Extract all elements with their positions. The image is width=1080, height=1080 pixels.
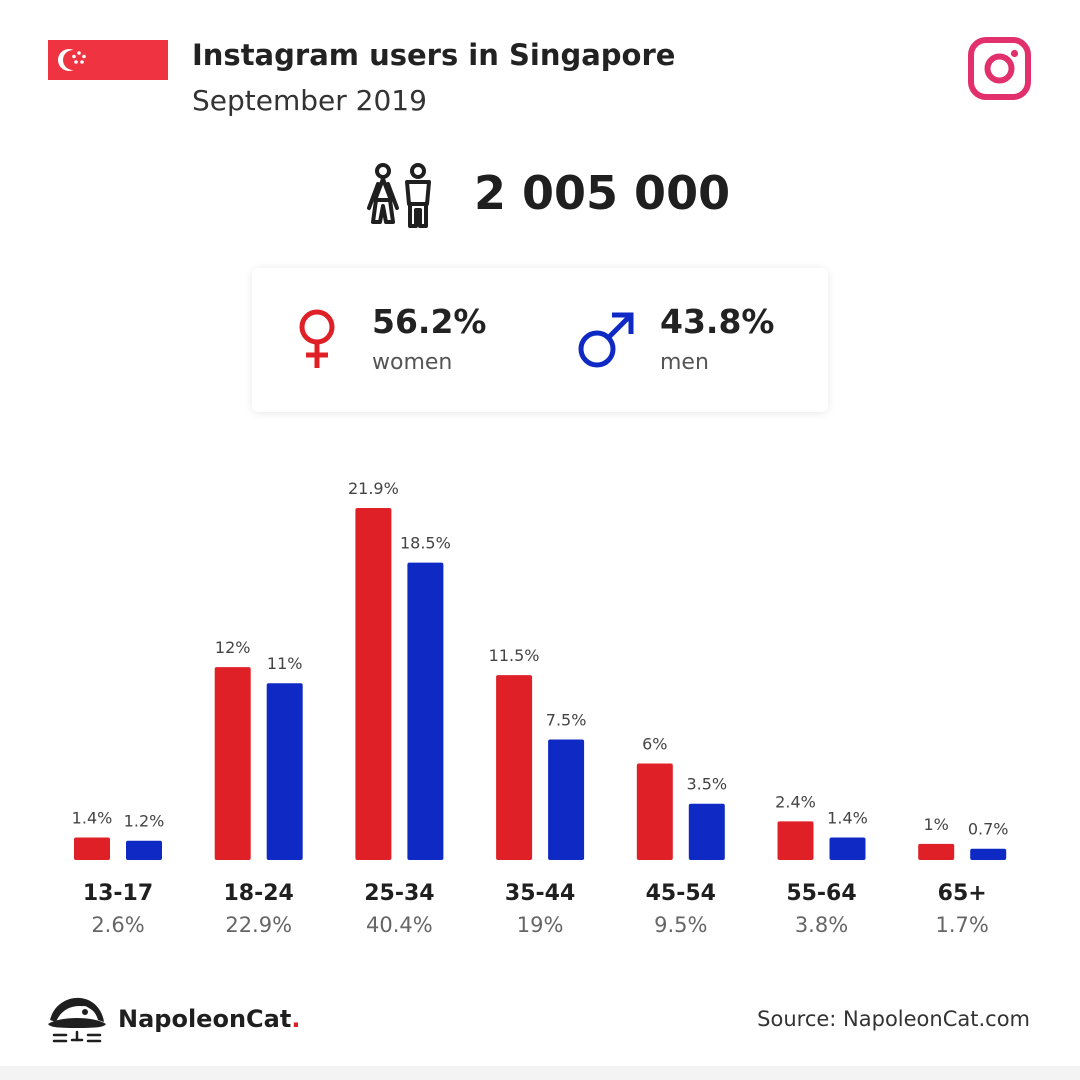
men-percent: 43.8% xyxy=(660,302,775,341)
tick-label-13-17: 13-17 xyxy=(83,881,153,906)
bar-women-55-64 xyxy=(777,821,814,860)
gender-card: 56.2% women 43.8% men xyxy=(252,268,828,412)
data-label-women-18-24: 12% xyxy=(215,638,251,657)
napoleoncat-logo-icon xyxy=(48,997,106,1043)
total-label-18-24: 22.9% xyxy=(225,913,292,937)
page-subtitle: September 2019 xyxy=(192,84,427,117)
tick-label-55-64: 55-64 xyxy=(786,881,856,906)
data-label-women-55-64: 2.4% xyxy=(775,792,816,811)
total-label-35-44: 19% xyxy=(517,913,564,937)
women-label: women xyxy=(372,350,453,375)
bottom-strip xyxy=(0,1066,1080,1080)
data-label-men-18-24: 11% xyxy=(267,654,303,673)
data-label-men-35-44: 7.5% xyxy=(546,710,587,729)
tick-label-45-54: 45-54 xyxy=(646,881,716,906)
singapore-flag-icon xyxy=(48,40,168,80)
data-label-women-25-34: 21.9% xyxy=(348,479,399,498)
female-symbol-icon xyxy=(299,309,335,368)
tick-label-35-44: 35-44 xyxy=(505,881,575,906)
bar-men-65+ xyxy=(970,848,1007,860)
brand-name-text: NapoleonCat xyxy=(118,1005,292,1033)
data-label-men-65+: 0.7% xyxy=(968,820,1009,839)
male-symbol-icon xyxy=(578,312,634,368)
page-title: Instagram users in Singapore xyxy=(192,38,676,72)
tick-label-65+: 65+ xyxy=(938,881,987,906)
total-label-45-54: 9.5% xyxy=(654,913,707,937)
data-label-women-45-54: 6% xyxy=(642,735,667,754)
bar-women-35-44 xyxy=(496,675,533,860)
tick-label-18-24: 18-24 xyxy=(224,881,294,906)
data-label-women-13-17: 1.4% xyxy=(72,808,113,827)
data-label-men-45-54: 3.5% xyxy=(686,775,727,794)
bar-men-25-34 xyxy=(407,562,444,860)
bar-men-13-17 xyxy=(126,840,162,860)
bar-men-55-64 xyxy=(829,837,866,860)
source-text: Source: NapoleonCat.com xyxy=(757,1007,1030,1031)
data-label-women-35-44: 11.5% xyxy=(489,646,540,665)
age-distribution-chart: 1.4% 1.2% 13-17 2.6% 12% 11% 18-24 22.9% 21.9% 18… xyxy=(72,479,1009,937)
bar-women-65+ xyxy=(918,843,955,860)
bar-women-18-24 xyxy=(214,667,251,860)
bar-men-45-54 xyxy=(688,803,725,860)
brand-dot: . xyxy=(291,1005,301,1033)
total-label-65+: 1.7% xyxy=(936,913,989,937)
people-icon xyxy=(367,163,431,228)
women-percent: 56.2% xyxy=(372,302,487,341)
instagram-icon xyxy=(968,37,1031,100)
data-label-men-13-17: 1.2% xyxy=(124,812,165,831)
data-label-men-55-64: 1.4% xyxy=(827,808,868,827)
total-users: 2 005 000 xyxy=(474,166,731,220)
total-label-25-34: 40.4% xyxy=(366,913,433,937)
brand-name: NapoleonCat. xyxy=(118,1005,300,1033)
data-label-women-65+: 1% xyxy=(924,815,949,834)
total-label-55-64: 3.8% xyxy=(795,913,848,937)
total-label-13-17: 2.6% xyxy=(91,913,144,937)
data-label-men-25-34: 18.5% xyxy=(400,534,451,553)
bar-women-45-54 xyxy=(636,763,673,860)
tick-label-25-34: 25-34 xyxy=(364,881,434,906)
bar-men-18-24 xyxy=(266,683,303,860)
bar-men-35-44 xyxy=(548,739,585,860)
bar-women-13-17 xyxy=(74,837,110,860)
bar-women-25-34 xyxy=(355,508,392,860)
men-label: men xyxy=(660,350,709,375)
